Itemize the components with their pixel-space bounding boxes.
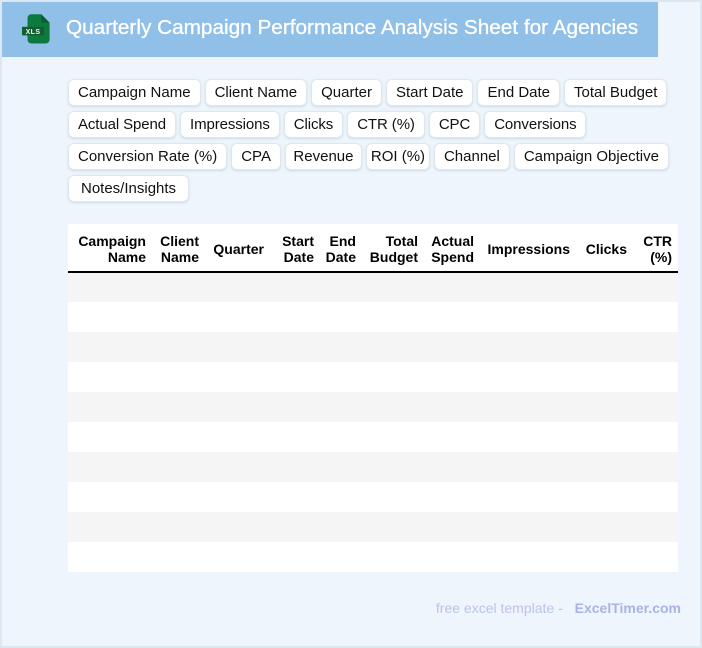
svg-text:XLS: XLS xyxy=(26,29,41,36)
